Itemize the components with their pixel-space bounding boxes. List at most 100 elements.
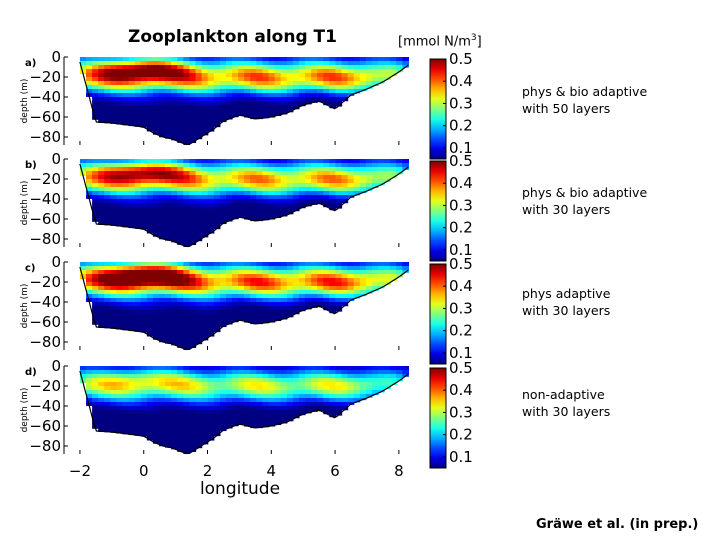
heatmap-cell — [165, 207, 172, 212]
heatmap-cell — [219, 69, 227, 74]
heatmap-cell — [195, 270, 203, 275]
heatmap-cell — [274, 89, 282, 94]
heatmap-cell — [262, 290, 270, 295]
heatmap-cell — [232, 109, 239, 114]
heatmap-cell — [171, 73, 178, 78]
heatmap-cell — [353, 187, 361, 192]
heatmap-cell — [396, 270, 403, 275]
heatmap-cell — [183, 101, 191, 106]
heatmap-cell — [262, 422, 270, 427]
heatmap-cell — [177, 406, 184, 411]
heatmap-cell — [274, 203, 282, 208]
heatmap-cell — [183, 370, 191, 375]
heatmap-cell — [378, 374, 385, 379]
heatmap-cell — [159, 195, 166, 200]
heatmap-cell — [92, 366, 99, 371]
heatmap-cell — [238, 179, 245, 184]
heatmap-cell — [86, 366, 93, 371]
heatmap-cell — [171, 278, 178, 283]
heatmap-cell — [256, 89, 264, 94]
heatmap-cell — [347, 266, 355, 271]
heatmap-cell — [274, 167, 282, 172]
heatmap-cell — [268, 191, 276, 196]
heatmap-cell — [341, 57, 349, 62]
heatmap-cell — [219, 426, 227, 431]
heatmap-cell — [329, 93, 337, 98]
heatmap-cell — [177, 430, 184, 435]
heatmap-cell — [262, 73, 270, 78]
heatmap-cell — [256, 207, 264, 212]
heatmap-cell — [298, 163, 306, 168]
heatmap-cell — [152, 77, 160, 82]
heatmap-cell — [165, 211, 172, 216]
heatmap-cell — [286, 57, 294, 62]
heatmap-cell — [311, 374, 318, 379]
heatmap-cell — [116, 211, 124, 216]
heatmap-cell — [244, 167, 251, 172]
heatmap-cell — [292, 282, 300, 287]
heatmap-cell — [268, 109, 276, 114]
heatmap-cell — [171, 125, 178, 130]
heatmap-cell — [232, 278, 239, 283]
heatmap-cell — [134, 167, 142, 172]
heatmap-cell — [189, 179, 197, 184]
heatmap-cell — [171, 113, 178, 118]
chart-title: Zooplankton along T1 — [128, 27, 337, 47]
heatmap-cell — [268, 394, 276, 399]
heatmap-cell — [250, 73, 257, 78]
heatmap-cell — [335, 73, 343, 78]
heatmap-cell — [341, 302, 349, 307]
heatmap-cell — [311, 302, 318, 307]
heatmap-cell — [98, 101, 105, 106]
heatmap-cell — [165, 266, 172, 271]
heatmap-cell — [207, 223, 215, 228]
heatmap-cell — [128, 175, 136, 180]
heatmap-cell — [238, 167, 245, 172]
heatmap-cell — [305, 191, 312, 196]
heatmap-cell — [122, 282, 130, 287]
heatmap-cell — [122, 326, 130, 331]
heatmap-cell — [165, 125, 172, 130]
heatmap-cell — [159, 175, 166, 180]
heatmap-cell — [268, 386, 276, 391]
heatmap-cell — [317, 402, 324, 407]
heatmap-cell — [225, 97, 233, 102]
y-axis-label: depth (m) — [20, 79, 30, 124]
heatmap-cell — [171, 382, 178, 387]
heatmap-cell — [152, 97, 160, 102]
heatmap-cell — [146, 191, 154, 196]
heatmap-cell — [128, 262, 136, 267]
heatmap-cell — [177, 402, 184, 407]
heatmap-cell — [165, 390, 172, 395]
heatmap-cell — [305, 199, 312, 204]
heatmap-cell — [104, 187, 111, 192]
heatmap-cell — [250, 203, 257, 208]
heatmap-cell — [232, 274, 239, 279]
heatmap-cell — [171, 326, 178, 331]
heatmap-cell — [140, 125, 148, 128]
heatmap-cell — [347, 183, 355, 188]
heatmap-cell — [189, 382, 197, 387]
heatmap-cell — [104, 402, 111, 407]
heatmap-cell — [238, 203, 245, 208]
heatmap-cell — [384, 262, 391, 267]
heatmap-cell — [122, 262, 130, 267]
heatmap-cell — [335, 278, 343, 283]
heatmap-cell — [201, 418, 209, 423]
heatmap-cell — [378, 65, 385, 70]
heatmap-cell — [292, 278, 300, 283]
heatmap-cell — [365, 390, 373, 395]
heatmap-cell — [232, 382, 239, 387]
heatmap-cell — [268, 89, 276, 94]
heatmap-cell — [92, 81, 99, 86]
heatmap-cell — [165, 410, 172, 415]
heatmap-cell — [274, 394, 282, 399]
heatmap-cell — [183, 290, 191, 295]
heatmap-cell — [116, 402, 124, 407]
heatmap-cell — [268, 390, 276, 395]
heatmap-cell — [250, 414, 257, 419]
heatmap-cell — [396, 374, 403, 379]
heatmap-cell — [122, 195, 130, 200]
heatmap-cell — [292, 378, 300, 383]
heatmap-cell — [116, 382, 124, 387]
